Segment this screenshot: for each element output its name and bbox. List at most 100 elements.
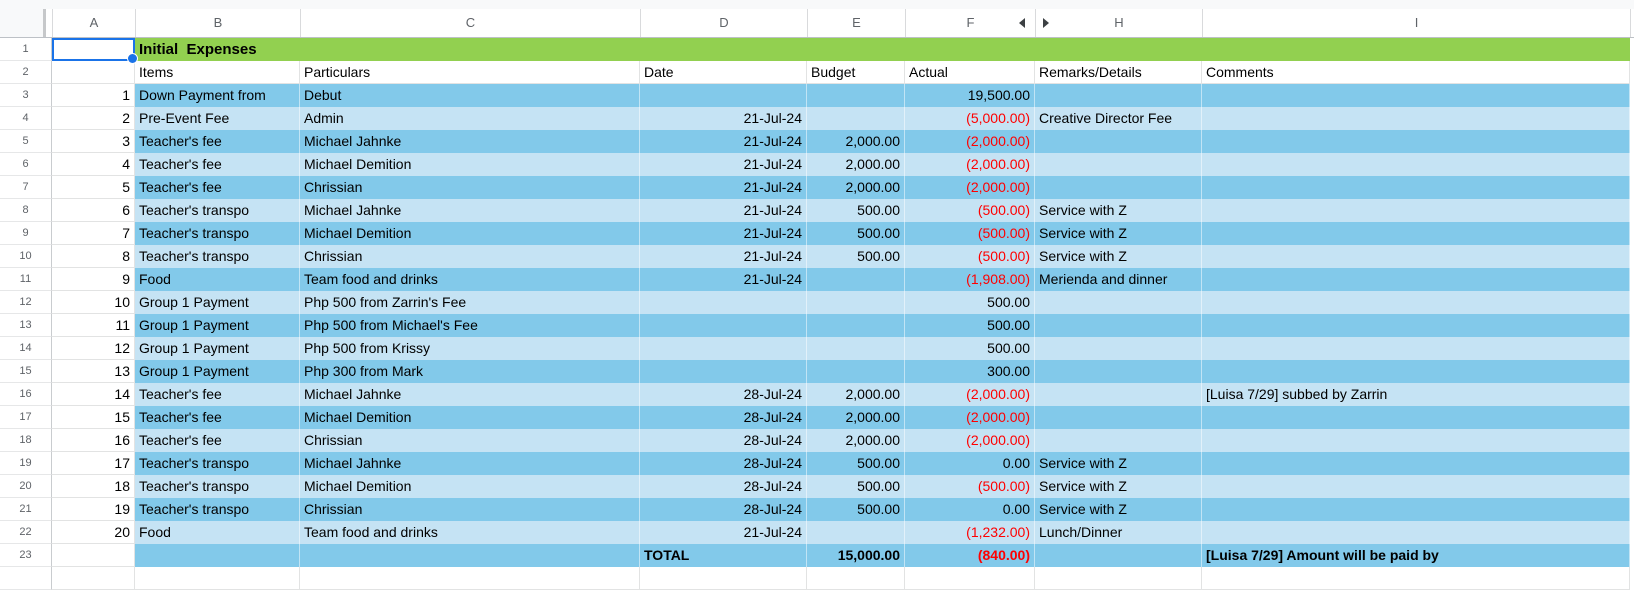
cell-remarks-19[interactable]: Service with Z: [1035, 452, 1202, 475]
row-header-6[interactable]: 6: [0, 153, 52, 176]
column-label-items[interactable]: Items: [135, 61, 300, 84]
cell-date-17[interactable]: 28-Jul-24: [640, 406, 807, 429]
cell-A16[interactable]: 14: [52, 383, 135, 406]
cell-budget-8[interactable]: 500.00: [807, 199, 905, 222]
cell-actual-7[interactable]: (2,000.00): [905, 176, 1035, 199]
cell-B23[interactable]: [135, 544, 300, 567]
cell-total-comment[interactable]: [Luisa 7/29] Amount will be paid by: [1202, 544, 1630, 567]
cell-A22[interactable]: 20: [52, 521, 135, 544]
cell-remarks-3[interactable]: [1035, 84, 1202, 107]
cell-item-6[interactable]: Teacher's fee: [135, 153, 300, 176]
cell-total-actual[interactable]: (840.00): [905, 544, 1035, 567]
cell-date-15[interactable]: [640, 360, 807, 383]
cell-A4[interactable]: 2: [52, 107, 135, 130]
cell-actual-16[interactable]: (2,000.00): [905, 383, 1035, 406]
cell-date-12[interactable]: [640, 291, 807, 314]
cell-comments-18[interactable]: [1202, 429, 1630, 452]
cell-budget-9[interactable]: 500.00: [807, 222, 905, 245]
cell-date-19[interactable]: 28-Jul-24: [640, 452, 807, 475]
cell-budget-20[interactable]: 500.00: [807, 475, 905, 498]
select-all-corner[interactable]: [0, 9, 46, 37]
row-header-14[interactable]: 14: [0, 337, 52, 360]
column-label-actual[interactable]: Actual: [905, 61, 1035, 84]
cell-item-13[interactable]: Group 1 Payment: [135, 314, 300, 337]
cell-budget-21[interactable]: 500.00: [807, 498, 905, 521]
cell-comments-13[interactable]: [1202, 314, 1630, 337]
cell-budget-18[interactable]: 2,000.00: [807, 429, 905, 452]
cell-comments-5[interactable]: [1202, 130, 1630, 153]
cell-A11[interactable]: 9: [52, 268, 135, 291]
column-label-date[interactable]: Date: [640, 61, 807, 84]
cell-comments-4[interactable]: [1202, 107, 1630, 130]
cell-date-8[interactable]: 21-Jul-24: [640, 199, 807, 222]
cell-F24[interactable]: [905, 567, 1035, 590]
cell-actual-11[interactable]: (1,908.00): [905, 268, 1035, 291]
cell-comments-3[interactable]: [1202, 84, 1630, 107]
cell-actual-18[interactable]: (2,000.00): [905, 429, 1035, 452]
row-header-19[interactable]: 19: [0, 452, 52, 475]
column-label-remarks[interactable]: Remarks/Details: [1035, 61, 1202, 84]
cell-A10[interactable]: 8: [52, 245, 135, 268]
cell-comments-12[interactable]: [1202, 291, 1630, 314]
cell-A17[interactable]: 15: [52, 406, 135, 429]
cell-item-17[interactable]: Teacher's fee: [135, 406, 300, 429]
cell-E24[interactable]: [807, 567, 905, 590]
cell-particulars-7[interactable]: Chrissian: [300, 176, 640, 199]
cell-particulars-13[interactable]: Php 500 from Michael's Fee: [300, 314, 640, 337]
cell-A7[interactable]: 5: [52, 176, 135, 199]
row-header-15[interactable]: 15: [0, 360, 52, 383]
cell-remarks-12[interactable]: [1035, 291, 1202, 314]
cell-date-21[interactable]: 28-Jul-24: [640, 498, 807, 521]
cell-A2[interactable]: [52, 61, 135, 84]
cell-date-22[interactable]: 21-Jul-24: [640, 521, 807, 544]
cell-budget-6[interactable]: 2,000.00: [807, 153, 905, 176]
cell-actual-19[interactable]: 0.00: [905, 452, 1035, 475]
cell-A14[interactable]: 12: [52, 337, 135, 360]
cell-A21[interactable]: 19: [52, 498, 135, 521]
row-header-5[interactable]: 5: [0, 130, 52, 153]
cell-A24[interactable]: [52, 567, 135, 590]
cell-C23[interactable]: [300, 544, 640, 567]
column-header-E[interactable]: E: [807, 9, 905, 37]
cell-budget-12[interactable]: [807, 291, 905, 314]
cell-particulars-19[interactable]: Michael Jahnke: [300, 452, 640, 475]
cell-item-4[interactable]: Pre-Event Fee: [135, 107, 300, 130]
cell-item-20[interactable]: Teacher's transpo: [135, 475, 300, 498]
cell-item-15[interactable]: Group 1 Payment: [135, 360, 300, 383]
cell-actual-21[interactable]: 0.00: [905, 498, 1035, 521]
cell-total-budget[interactable]: 15,000.00: [807, 544, 905, 567]
cell-A12[interactable]: 10: [52, 291, 135, 314]
row-header-23[interactable]: 23: [0, 544, 52, 567]
cell-remarks-14[interactable]: [1035, 337, 1202, 360]
cell-actual-9[interactable]: (500.00): [905, 222, 1035, 245]
cell-A18[interactable]: 16: [52, 429, 135, 452]
cell-item-18[interactable]: Teacher's fee: [135, 429, 300, 452]
cell-item-14[interactable]: Group 1 Payment: [135, 337, 300, 360]
cell-date-5[interactable]: 21-Jul-24: [640, 130, 807, 153]
cell-actual-17[interactable]: (2,000.00): [905, 406, 1035, 429]
cell-date-20[interactable]: 28-Jul-24: [640, 475, 807, 498]
cell-actual-15[interactable]: 300.00: [905, 360, 1035, 383]
cell-remarks-4[interactable]: Creative Director Fee: [1035, 107, 1202, 130]
row-header-16[interactable]: 16: [0, 383, 52, 406]
cell-comments-16[interactable]: [Luisa 7/29] subbed by Zarrin: [1202, 383, 1630, 406]
row-header-21[interactable]: 21: [0, 498, 52, 521]
cell-remarks-17[interactable]: [1035, 406, 1202, 429]
cell-budget-14[interactable]: [807, 337, 905, 360]
unhide-column-left-arrow-icon[interactable]: [1019, 18, 1025, 28]
cell-comments-17[interactable]: [1202, 406, 1630, 429]
cell-item-11[interactable]: Food: [135, 268, 300, 291]
cell-remarks-18[interactable]: [1035, 429, 1202, 452]
cell-actual-8[interactable]: (500.00): [905, 199, 1035, 222]
cell-item-22[interactable]: Food: [135, 521, 300, 544]
cell-A23[interactable]: [52, 544, 135, 567]
cell-particulars-5[interactable]: Michael Jahnke: [300, 130, 640, 153]
cell-actual-3[interactable]: 19,500.00: [905, 84, 1035, 107]
cell-item-9[interactable]: Teacher's transpo: [135, 222, 300, 245]
cell-I24[interactable]: [1202, 567, 1630, 590]
cell-particulars-11[interactable]: Team food and drinks: [300, 268, 640, 291]
cell-date-14[interactable]: [640, 337, 807, 360]
cell-item-21[interactable]: Teacher's transpo: [135, 498, 300, 521]
cell-budget-7[interactable]: 2,000.00: [807, 176, 905, 199]
cell-date-9[interactable]: 21-Jul-24: [640, 222, 807, 245]
